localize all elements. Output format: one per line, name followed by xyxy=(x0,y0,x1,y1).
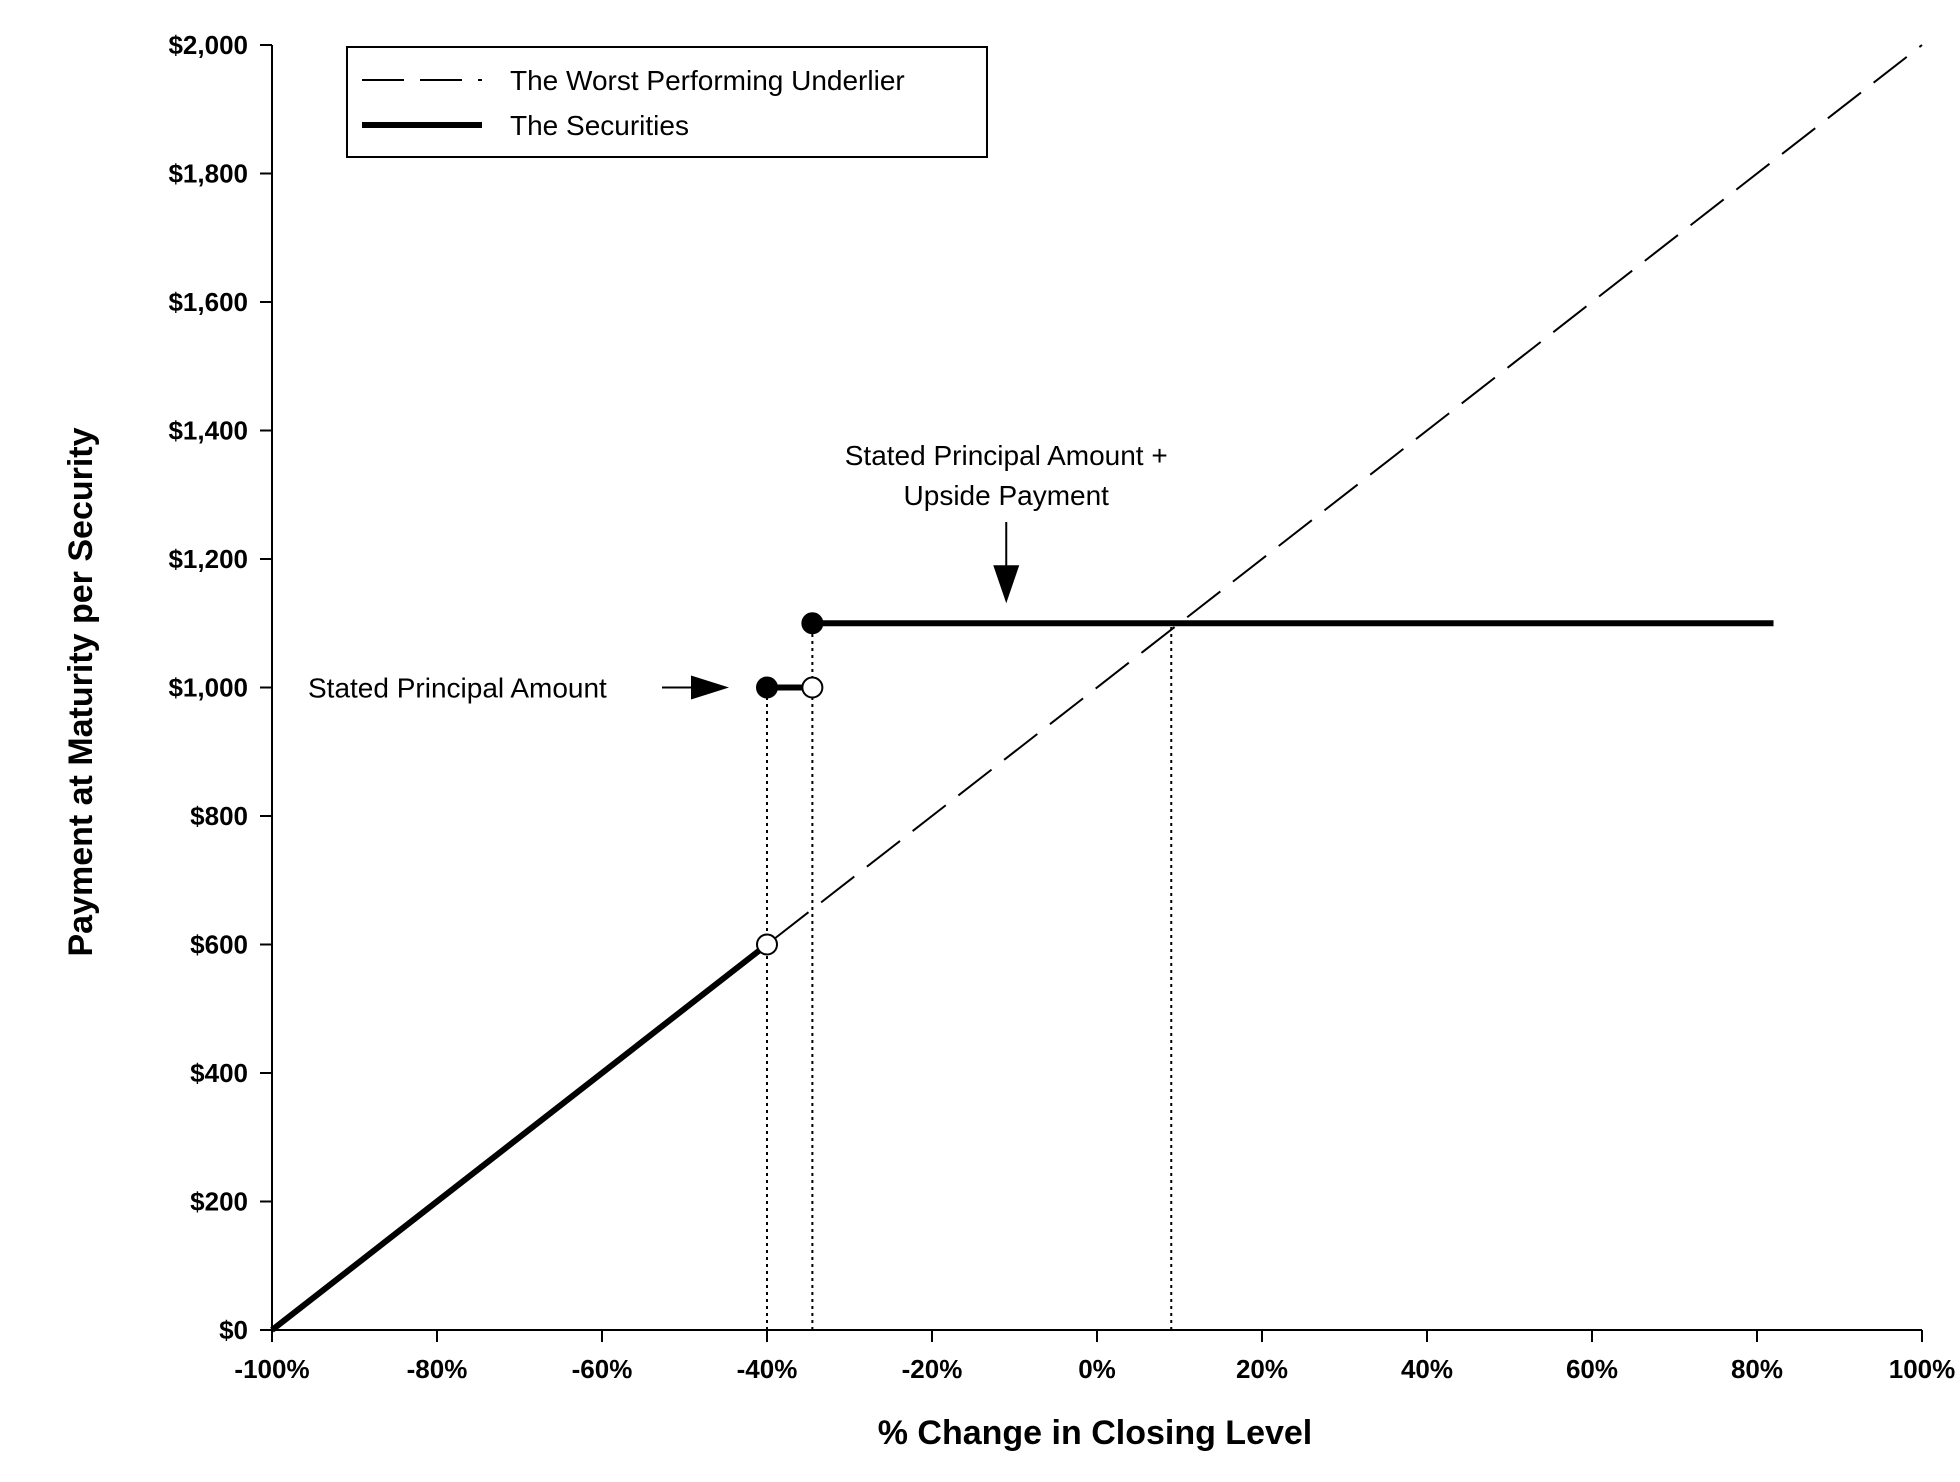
x-tick-label: -20% xyxy=(902,1354,963,1384)
series-layer xyxy=(270,44,1923,1333)
markers-layer xyxy=(756,612,824,956)
axes: $0 $200 $400 $600 $800 $1,000 $1,200 $1,400 $1,6… xyxy=(168,30,1955,1384)
annotation-arrowhead xyxy=(691,675,729,700)
annotation-stated-principal: Stated Principal Amount xyxy=(308,673,607,704)
annotation-upside-line: Upside Payment xyxy=(904,480,1110,511)
y-tick-label: $600 xyxy=(190,930,248,960)
annotation-upside-line: Stated Principal Amount + xyxy=(845,440,1168,471)
annotation-arrowhead xyxy=(993,565,1020,604)
series-segment-securities xyxy=(270,942,769,1333)
y-axis-title: Payment at Maturity per Security xyxy=(62,427,100,956)
x-tick-label: -80% xyxy=(407,1354,468,1384)
x-tick-label: -40% xyxy=(737,1354,798,1384)
y-tick-label: $1,600 xyxy=(168,287,248,317)
y-tick-label: $1,000 xyxy=(168,673,248,703)
filled-marker xyxy=(801,612,824,635)
y-tick-label: $2,000 xyxy=(168,30,248,60)
y-tick-label: $1,800 xyxy=(168,159,248,189)
x-tick-label: 0% xyxy=(1078,1354,1116,1384)
y-tick-label: $200 xyxy=(190,1187,248,1217)
x-tick-label: -100% xyxy=(234,1354,309,1384)
open-marker xyxy=(801,676,824,699)
legend-box xyxy=(346,46,988,158)
x-tick-label: 20% xyxy=(1236,1354,1288,1384)
y-tick-label: $1,200 xyxy=(168,544,248,574)
reference-lines xyxy=(766,623,1173,1330)
legend: The Worst Performing Underlier The Secur… xyxy=(346,46,988,158)
filled-marker xyxy=(756,676,778,699)
legend-label-underlier: The Worst Performing Underlier xyxy=(510,65,905,96)
x-tick-label: 80% xyxy=(1731,1354,1783,1384)
y-tick-label: $800 xyxy=(190,801,248,831)
legend-label-securities: The Securities xyxy=(510,110,689,141)
y-tick-label: $0 xyxy=(219,1315,248,1345)
x-tick-label: 40% xyxy=(1401,1354,1453,1384)
x-tick-label: 60% xyxy=(1566,1354,1618,1384)
x-axis-title: % Change in Closing Level xyxy=(878,1414,1313,1452)
x-tick-label: -60% xyxy=(572,1354,633,1384)
annotations-layer: Stated Principal Amount Stated Principal … xyxy=(308,440,1168,704)
x-tick-label: 100% xyxy=(1889,1354,1956,1384)
open-marker xyxy=(756,933,778,956)
y-tick-label: $1,400 xyxy=(168,416,248,446)
y-tick-label: $400 xyxy=(190,1058,248,1088)
